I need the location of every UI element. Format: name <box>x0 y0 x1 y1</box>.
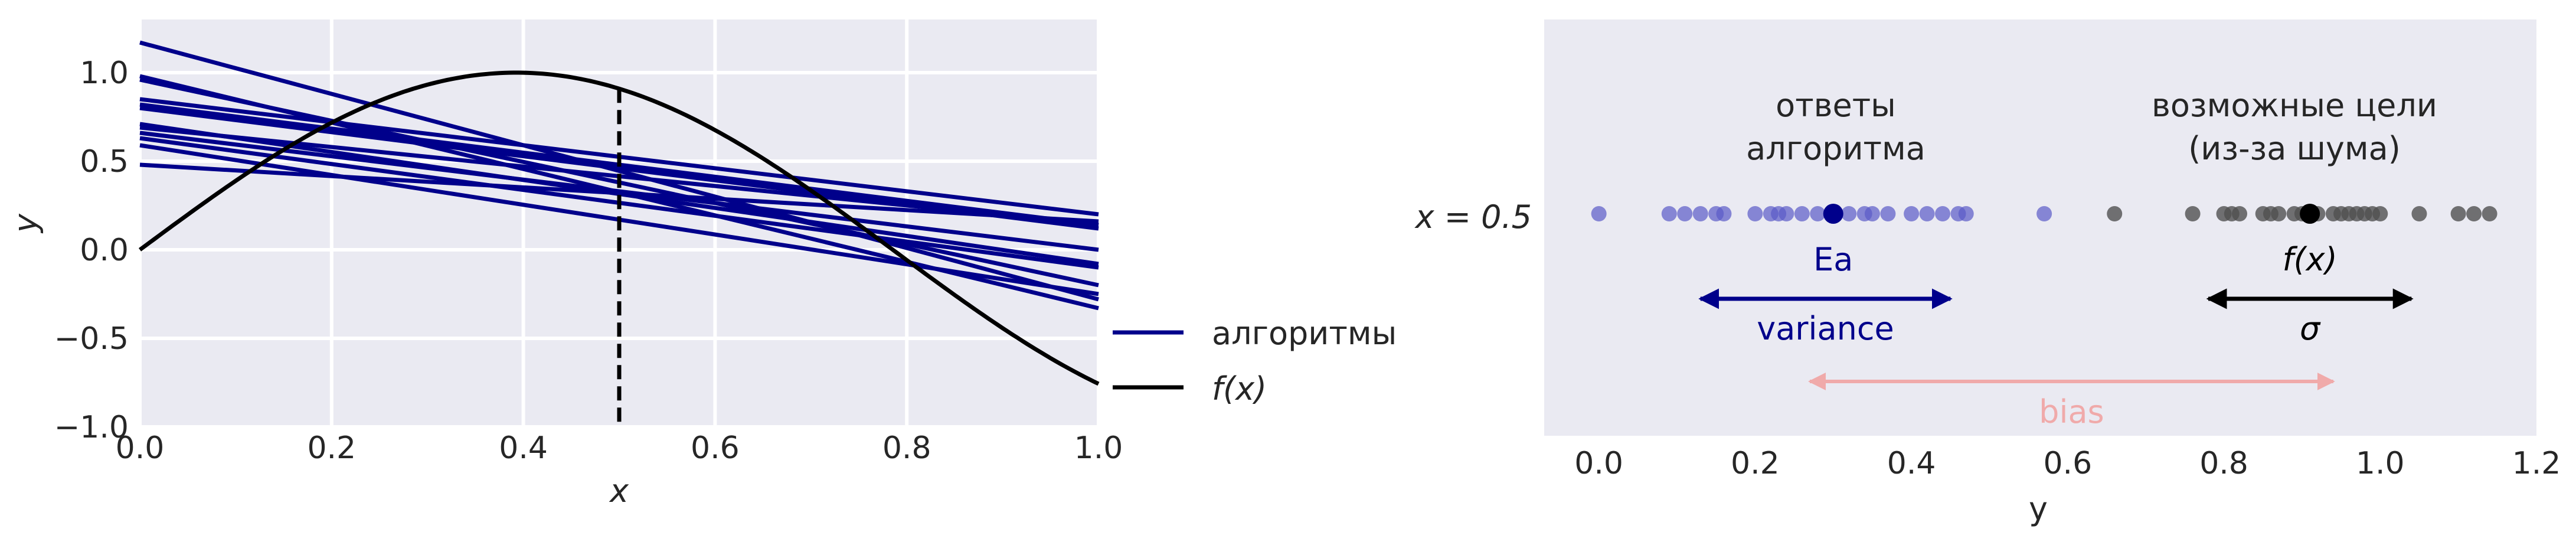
target-point <box>2107 206 2123 221</box>
left-x-tick-label: 0.0 <box>116 430 165 466</box>
left-y-tick-label: 0.0 <box>80 233 129 268</box>
right-x-tick-labels: 0.0 0.2 0.4 0.6 0.8 1.0 1.2 <box>1574 446 2561 481</box>
algorithm-answer-point <box>1919 206 1935 221</box>
algorithm-answer-point <box>1841 206 1857 221</box>
algorithm-answers-annotation-line1: ответы <box>1776 87 1896 124</box>
left-y-axis-label: y <box>7 213 44 234</box>
left-y-tick-label: −0.5 <box>54 321 129 357</box>
algorithm-answer-point <box>1810 206 1826 221</box>
right-x-tick-label: 0.8 <box>2199 446 2248 481</box>
algorithm-answer-point <box>1958 206 1974 221</box>
right-x-tick-label: 1.0 <box>2356 446 2405 481</box>
variance-label: variance <box>1757 310 1894 347</box>
algorithm-mean-point <box>1823 204 1843 224</box>
right-plot-background <box>1544 19 2536 436</box>
target-function-curve <box>138 70 1100 386</box>
algorithm-answer-point <box>1794 206 1810 221</box>
left-line-chart: 0.0 0.2 0.4 0.6 0.8 1.0 −1.0 −0.5 0.0 0.5 1.0 x y… <box>7 19 1397 510</box>
algorithm-answer-point <box>1661 206 1677 221</box>
algorithm-answer-point <box>1864 206 1880 221</box>
right-x-tick-label: 0.0 <box>1574 446 1623 481</box>
right-x-tick-label: 0.2 <box>1731 446 1780 481</box>
target-point <box>2185 206 2201 221</box>
left-x-tick-label: 0.8 <box>882 430 931 466</box>
target-point <box>2466 206 2482 221</box>
left-x-tick-label: 1.0 <box>1074 430 1123 466</box>
algorithm-answer-points <box>1591 204 2052 224</box>
algorithm-answer-point <box>1692 206 1708 221</box>
target-point <box>2482 206 2497 221</box>
legend-fx-label: f(x) <box>1212 370 1267 407</box>
left-y-tick-label: 1.0 <box>80 56 129 91</box>
target-point <box>2372 206 2388 221</box>
sigma-label: σ <box>2300 310 2321 347</box>
algorithm-answer-point <box>2036 206 2052 221</box>
algorithm-answer-point <box>1591 206 1607 221</box>
algorithm-line <box>139 162 1099 224</box>
row-label-x-0.5: x = 0.5 <box>1414 198 1532 236</box>
target-point <box>2411 206 2427 221</box>
left-x-tick-label: 0.4 <box>499 430 548 466</box>
target-point <box>2271 206 2287 221</box>
left-y-tick-labels: −1.0 −0.5 0.0 0.5 1.0 <box>54 56 129 445</box>
left-y-tick-label: −1.0 <box>54 410 129 445</box>
algorithm-answer-point <box>1747 206 1763 221</box>
algorithm-answer-point <box>1716 206 1732 221</box>
left-x-tick-labels: 0.0 0.2 0.4 0.6 0.8 1.0 <box>116 430 1123 466</box>
possible-targets-annotation-line1: возможные цели <box>2152 87 2437 124</box>
right-bias-variance-diagram: x = 0.5 ответы алгоритма возможные цели … <box>1414 19 2561 527</box>
algorithm-answers-annotation-line2: алгоритма <box>1746 130 1926 167</box>
algorithm-line <box>139 40 1099 302</box>
target-point <box>2450 206 2466 221</box>
algorithm-answer-point <box>1677 206 1693 221</box>
mean-label-fx: f(x) <box>2283 241 2338 278</box>
bias-label: bias <box>2039 393 2104 430</box>
algorithm-answer-point <box>1779 206 1794 221</box>
right-x-tick-label: 0.6 <box>2043 446 2092 481</box>
target-points <box>2107 204 2497 224</box>
left-x-axis-label: x <box>609 472 629 510</box>
possible-targets-annotation-line2: (из-за шума) <box>2188 130 2401 167</box>
algorithm-answer-point <box>1880 206 1896 221</box>
legend-algorithms-label: алгоритмы <box>1212 315 1397 352</box>
target-mean-point <box>2300 204 2320 224</box>
algorithm-answer-point <box>1935 206 1951 221</box>
left-x-tick-label: 0.2 <box>307 430 356 466</box>
left-y-tick-label: 0.5 <box>80 144 129 180</box>
right-x-axis-label: y <box>2029 490 2048 527</box>
legend: алгоритмы f(x) <box>1113 315 1397 407</box>
right-x-tick-label: 0.4 <box>1887 446 1936 481</box>
mean-label-ea: Ea <box>1813 241 1853 278</box>
algorithm-answer-point <box>1904 206 1920 221</box>
target-point <box>2232 206 2248 221</box>
left-x-tick-label: 0.6 <box>691 430 740 466</box>
right-x-tick-label: 1.2 <box>2512 446 2561 481</box>
